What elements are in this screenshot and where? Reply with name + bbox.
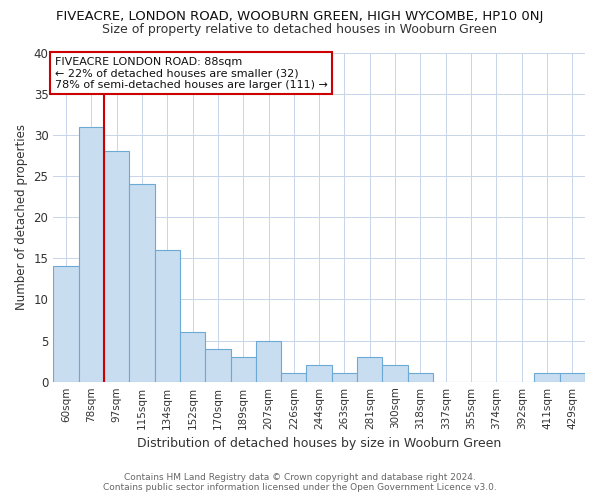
Bar xyxy=(408,374,433,382)
Bar xyxy=(560,374,585,382)
Bar xyxy=(180,332,205,382)
Bar xyxy=(155,250,180,382)
Bar xyxy=(79,126,104,382)
Y-axis label: Number of detached properties: Number of detached properties xyxy=(15,124,28,310)
Bar xyxy=(53,266,79,382)
Text: FIVEACRE LONDON ROAD: 88sqm
← 22% of detached houses are smaller (32)
78% of sem: FIVEACRE LONDON ROAD: 88sqm ← 22% of det… xyxy=(55,56,328,90)
Bar xyxy=(205,349,230,382)
Bar xyxy=(129,184,155,382)
Bar xyxy=(307,365,332,382)
Bar xyxy=(535,374,560,382)
Text: FIVEACRE, LONDON ROAD, WOOBURN GREEN, HIGH WYCOMBE, HP10 0NJ: FIVEACRE, LONDON ROAD, WOOBURN GREEN, HI… xyxy=(56,10,544,23)
Bar xyxy=(230,357,256,382)
X-axis label: Distribution of detached houses by size in Wooburn Green: Distribution of detached houses by size … xyxy=(137,437,501,450)
Text: Size of property relative to detached houses in Wooburn Green: Size of property relative to detached ho… xyxy=(103,22,497,36)
Bar xyxy=(332,374,357,382)
Bar xyxy=(382,365,408,382)
Text: Contains HM Land Registry data © Crown copyright and database right 2024.
Contai: Contains HM Land Registry data © Crown c… xyxy=(103,473,497,492)
Bar xyxy=(281,374,307,382)
Bar xyxy=(256,340,281,382)
Bar xyxy=(357,357,382,382)
Bar xyxy=(104,152,129,382)
